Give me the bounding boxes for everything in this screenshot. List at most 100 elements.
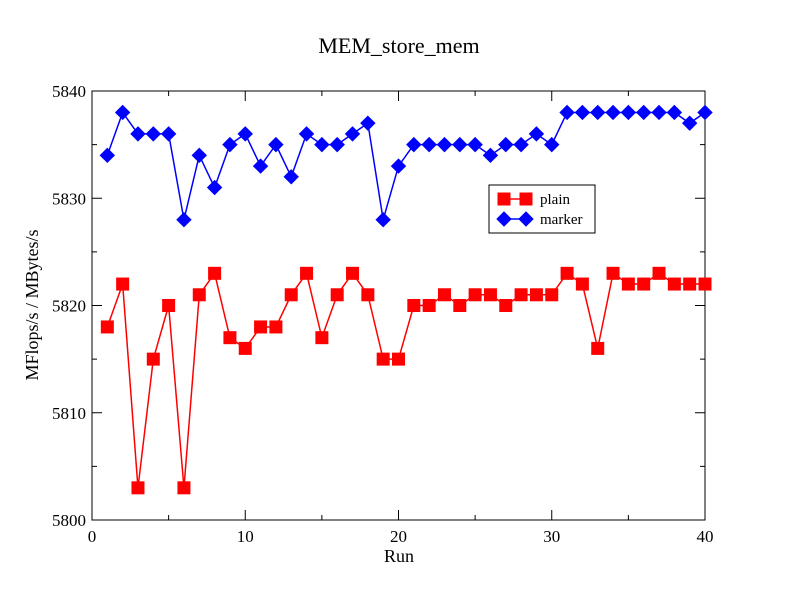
data-point-plain	[422, 299, 436, 312]
data-point-marker	[176, 211, 192, 228]
chart-title: MEM_store_mem	[318, 33, 479, 58]
data-point-plain	[637, 277, 651, 291]
data-point-plain	[529, 288, 543, 302]
data-point-plain	[683, 277, 697, 291]
data-point-marker	[222, 136, 238, 153]
data-point-marker	[574, 104, 591, 121]
data-point-plain	[192, 288, 206, 302]
data-point-plain	[606, 266, 620, 280]
y-tick-label: 5840	[52, 82, 86, 101]
data-point-plain	[208, 266, 222, 280]
x-tick-label: 20	[390, 527, 407, 546]
data-point-plain	[116, 277, 130, 291]
data-point-plain	[698, 277, 712, 291]
x-axis-label: Run	[384, 546, 414, 566]
data-point-marker	[544, 136, 560, 153]
data-point-marker	[130, 126, 146, 142]
data-point-marker	[681, 115, 698, 131]
data-point-marker	[452, 136, 468, 153]
series-layer	[99, 104, 713, 495]
data-point-marker	[620, 104, 637, 121]
data-point-plain	[514, 288, 528, 302]
data-point-marker	[314, 136, 330, 153]
data-point-plain	[223, 331, 237, 345]
data-point-marker	[482, 147, 499, 164]
data-point-marker	[160, 126, 177, 142]
data-point-plain	[238, 341, 252, 355]
data-point-marker	[436, 136, 453, 153]
data-point-marker	[252, 158, 269, 174]
legend-entry-marker: marker	[496, 211, 582, 228]
data-point-plain	[392, 352, 405, 366]
series-marker	[99, 104, 713, 228]
plot-frame	[91, 90, 706, 521]
legend-marker-marker	[496, 211, 512, 227]
data-point-plain	[131, 481, 145, 495]
data-point-plain	[284, 288, 298, 302]
data-point-plain	[652, 266, 666, 280]
y-tick-label: 5820	[52, 297, 86, 316]
y-axis-label: MFlops/s / MBytes/s	[22, 229, 42, 380]
y-tick-label: 5830	[52, 189, 86, 208]
data-point-plain	[269, 320, 283, 334]
data-point-plain	[146, 352, 160, 366]
data-point-marker	[268, 136, 284, 153]
data-point-marker	[191, 147, 207, 164]
data-point-marker	[528, 126, 545, 142]
data-point-marker	[360, 115, 376, 131]
data-point-marker	[298, 126, 315, 142]
legend: plain marker	[488, 184, 596, 234]
data-point-plain	[376, 352, 390, 366]
y-tick-label: 5800	[52, 511, 86, 530]
y-tick-label: 5810	[52, 404, 86, 423]
data-point-marker	[651, 104, 667, 121]
data-point-marker	[513, 136, 529, 153]
data-point-plain	[162, 299, 176, 312]
data-point-plain	[545, 288, 559, 302]
data-point-marker	[206, 179, 223, 196]
data-point-plain	[300, 266, 314, 280]
data-point-plain	[453, 299, 467, 312]
legend-marker-marker	[518, 211, 534, 227]
data-point-marker	[237, 126, 253, 142]
data-point-plain	[468, 288, 482, 302]
data-point-marker	[421, 136, 437, 153]
data-point-plain	[330, 288, 344, 302]
legend-entry-plain: plain	[497, 192, 570, 208]
data-point-marker	[114, 104, 131, 121]
data-point-plain	[177, 481, 191, 495]
legend-label-marker: marker	[540, 212, 582, 228]
y-axis: 5800 5810 5820 5830 5840	[52, 82, 705, 530]
data-point-plain	[254, 320, 268, 334]
data-point-marker	[697, 104, 713, 121]
data-point-marker	[145, 126, 162, 142]
data-point-plain	[483, 288, 497, 302]
data-point-marker	[467, 136, 483, 153]
data-point-marker	[283, 169, 299, 185]
x-tick-label: 10	[237, 527, 254, 546]
data-point-plain	[560, 266, 574, 280]
data-point-plain	[621, 277, 635, 291]
legend-marker-plain	[519, 192, 533, 206]
data-point-plain	[667, 277, 681, 291]
data-point-marker	[406, 136, 422, 153]
data-point-plain	[407, 299, 421, 312]
data-point-marker	[498, 136, 514, 153]
x-axis: 0 10 20 30 40	[88, 91, 714, 546]
data-point-plain	[315, 331, 329, 345]
data-point-marker	[375, 211, 391, 228]
x-tick-label: 30	[543, 527, 560, 546]
data-point-plain	[346, 266, 360, 280]
data-point-marker	[605, 104, 621, 121]
data-point-marker	[390, 158, 407, 174]
series-line-plain	[106, 271, 705, 488]
data-point-plain	[361, 288, 375, 302]
series-plain	[100, 266, 712, 495]
data-point-plain	[100, 320, 114, 334]
x-tick-label: 0	[88, 527, 97, 546]
data-point-plain	[591, 341, 605, 355]
data-point-plain	[499, 299, 513, 312]
data-point-marker	[99, 147, 116, 164]
data-point-marker	[590, 104, 606, 121]
